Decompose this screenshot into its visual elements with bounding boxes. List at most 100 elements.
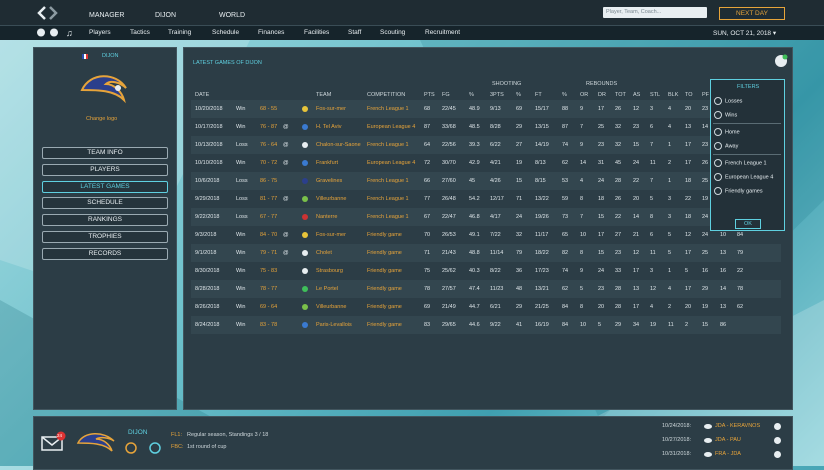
column-header[interactable]: BLK	[668, 92, 679, 98]
column-header[interactable]: PF	[702, 92, 710, 98]
column-header[interactable]: OR	[580, 92, 589, 98]
checkbox[interactable]	[714, 111, 722, 119]
menu-item[interactable]: Players	[89, 29, 111, 36]
game-match[interactable]: JDA - KERAVNOS	[715, 423, 761, 429]
team[interactable]: Villeurbanne	[316, 196, 347, 202]
score: 84 - 70	[260, 232, 278, 238]
stat: 13	[720, 250, 727, 256]
stat: 2	[685, 322, 689, 328]
next-day-button[interactable]: NEXT DAY	[719, 7, 785, 20]
filter-option[interactable]: Home	[714, 128, 740, 136]
game-row[interactable]: 10/17/2018 Win 76 - 87 @ H. Tel Aviv European…	[191, 118, 781, 136]
menu-item[interactable]: Training	[168, 29, 192, 36]
column-header[interactable]: STL	[650, 92, 661, 98]
sidebar-button[interactable]: PLAYERS	[42, 163, 168, 176]
checkbox[interactable]	[714, 159, 722, 167]
game-row[interactable]: 9/1/2018 Win 79 - 71 @ Cholet Friendly game 71…	[191, 244, 781, 262]
checkbox[interactable]	[714, 173, 722, 181]
menu-item[interactable]: Tactics	[130, 29, 150, 36]
team[interactable]: Paris-Levallois	[316, 322, 352, 328]
sidebar-button[interactable]: RANKINGS	[42, 214, 168, 227]
team[interactable]: Le Portel	[316, 286, 339, 292]
stat: 59	[562, 196, 569, 202]
column-header[interactable]: TO	[685, 92, 693, 98]
menu-item[interactable]: Schedule	[212, 29, 240, 36]
menu-item[interactable]: Staff	[348, 29, 362, 36]
column-header[interactable]: AS	[633, 92, 641, 98]
team[interactable]: Fos-sur-mer	[316, 232, 346, 238]
sidebar-button[interactable]: TEAM INFO	[42, 147, 168, 159]
game-row[interactable]: 9/29/2018 Loss 81 - 77 @ Villeurbanne French …	[191, 190, 781, 208]
game-row[interactable]: 8/28/2018 Win 78 - 77 Le Portel Friendly gam…	[191, 280, 781, 298]
team[interactable]: Villeurbanne	[316, 304, 347, 310]
column-header[interactable]: DR	[598, 92, 606, 98]
checkbox[interactable]	[714, 142, 722, 150]
menu-item[interactable]: Recruitment	[425, 29, 461, 36]
sidebar-button[interactable]: TROPHIES	[42, 231, 168, 243]
stat: 36	[516, 268, 523, 274]
change-logo[interactable]: Change logo	[86, 116, 118, 122]
game-row[interactable]: 9/22/2018 Loss 67 - 77 Nanterre French Leagu…	[191, 208, 781, 226]
menu-item[interactable]: Scouting	[380, 29, 406, 36]
game-row[interactable]: 8/30/2018 Win 75 - 83 Strasbourg Friendly ga…	[191, 262, 781, 280]
checkbox[interactable]	[714, 128, 722, 136]
nav-team[interactable]: DIJON	[155, 12, 176, 19]
column-header[interactable]: PTS	[424, 92, 435, 98]
column-header[interactable]: DATE	[195, 92, 210, 98]
filter-toggle[interactable]	[774, 54, 788, 68]
nav-manager[interactable]: MANAGER	[89, 12, 125, 19]
ok-button[interactable]: OK	[735, 219, 761, 229]
filter-option[interactable]: French League 1	[714, 159, 767, 167]
team[interactable]: Chalon-sur-Saone	[316, 142, 361, 148]
column-header[interactable]: FG	[442, 92, 450, 98]
column-header[interactable]: %	[516, 92, 521, 98]
team[interactable]: Fos-sur-mer	[316, 106, 346, 112]
team[interactable]: Nanterre	[316, 214, 338, 220]
stat: 28	[615, 178, 622, 184]
team[interactable]: Gravelines	[316, 178, 343, 184]
current-date[interactable]: SUN, OCT 21, 2018 ▾	[713, 30, 777, 37]
filter-option[interactable]: Away	[714, 142, 738, 150]
column-header[interactable]: TEAM	[316, 92, 332, 98]
column-header[interactable]: FT	[535, 92, 542, 98]
menu-icons[interactable]: ♫	[36, 27, 76, 38]
mail-icon[interactable]	[41, 431, 67, 453]
game-row[interactable]: 10/6/2018 Loss 86 - 75 Gravelines French Lea…	[191, 172, 781, 190]
sidebar-button[interactable]: RECORDS	[42, 247, 168, 260]
back-forward-arrows[interactable]	[36, 5, 60, 21]
game-row[interactable]: 10/13/2018 Loss 76 - 64 @ Chalon-sur-Saone Fr…	[191, 136, 781, 154]
filter-option[interactable]: Friendly games	[714, 187, 763, 195]
sidebar-button[interactable]: SCHEDULE	[42, 197, 168, 210]
game-match[interactable]: JDA - PAU	[715, 437, 741, 443]
game-row[interactable]: 10/10/2018 Win 70 - 72 @ Frankfurt European L…	[191, 154, 781, 172]
column-header[interactable]: TOT	[615, 92, 626, 98]
search-input[interactable]: Player, Team, Coach...	[603, 7, 707, 18]
team-name[interactable]: DIJON	[102, 53, 119, 59]
game-match[interactable]: FRA - JDA	[715, 451, 741, 457]
checkbox[interactable]	[714, 97, 722, 105]
menu-item[interactable]: Finances	[258, 29, 285, 36]
game-row[interactable]: 10/20/2018 Win 68 - 55 Fos-sur-mer French Le…	[191, 100, 781, 118]
stat: 12	[685, 232, 692, 238]
column-header[interactable]: 3PTS	[490, 92, 504, 98]
filter-option[interactable]: European League 4	[714, 173, 773, 181]
checkbox[interactable]	[714, 187, 722, 195]
column-header[interactable]: %	[562, 92, 567, 98]
team[interactable]: Frankfurt	[316, 160, 339, 166]
menu-item[interactable]: Facilities	[304, 29, 330, 36]
game-row[interactable]: 9/3/2018 Win 84 - 70 @ Fos-sur-mer Friendly g…	[191, 226, 781, 244]
filter-option[interactable]: Losses	[714, 97, 742, 105]
column-header[interactable]: %	[469, 92, 474, 98]
team[interactable]: Strasbourg	[316, 268, 343, 274]
column-header[interactable]: COMPETITION	[367, 92, 406, 98]
team[interactable]: Cholet	[316, 250, 332, 256]
result: Loss	[236, 196, 248, 202]
game-row[interactable]: 8/24/2018 Win 83 - 78 Paris-Levallois Friend…	[191, 316, 781, 334]
stat: 8	[650, 214, 654, 220]
nav-world[interactable]: WORLD	[219, 12, 246, 19]
result: Loss	[236, 214, 248, 220]
game-row[interactable]: 8/26/2018 Win 69 - 64 Villeurbanne Friendly …	[191, 298, 781, 316]
filter-option[interactable]: Wins	[714, 111, 737, 119]
sidebar-button[interactable]: LATEST GAMES	[42, 180, 168, 193]
team[interactable]: H. Tel Aviv	[316, 124, 342, 130]
